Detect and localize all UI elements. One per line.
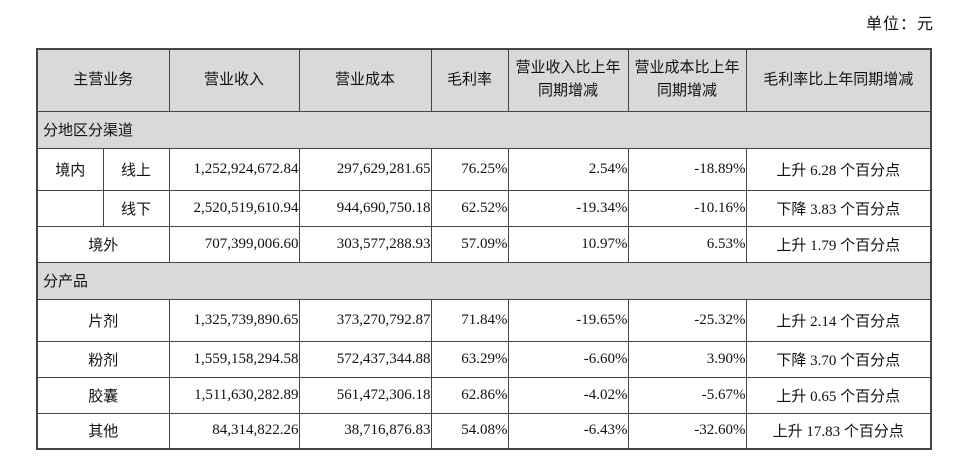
cell-cost-yoy: -32.60% (627, 412, 747, 450)
cell-cost-yoy: -10.16% (627, 189, 747, 227)
cell-margin: 76.25% (430, 147, 509, 191)
col-header-margin: 毛利率 (430, 48, 509, 112)
cell-cost-yoy: 6.53% (627, 225, 747, 263)
cell-margin-yoy: 上升 17.83 个百分点 (745, 412, 932, 450)
table-row-overseas: 境外 707,399,006.60 303,577,288.93 57.09% … (36, 225, 932, 263)
cell-cost: 373,270,792.87 (298, 298, 432, 342)
cell-cost: 38,716,876.83 (298, 412, 432, 450)
col-header-revenue-yoy: 营业收入比上年同期增减 (507, 48, 629, 112)
cell-revenue-yoy: 2.54% (507, 147, 629, 191)
cell-label: 境外 (36, 225, 170, 263)
section-row-product: 分产品 (36, 261, 932, 300)
cell-revenue: 707,399,006.60 (168, 225, 300, 263)
cell-margin: 71.84% (430, 298, 509, 342)
cell-cost-yoy: -5.67% (627, 376, 747, 414)
business-segments-table: 主营业务 营业收入 营业成本 毛利率 营业收入比上年同期增减 营业成本比上年同期… (36, 48, 933, 450)
cell-cost: 561,472,306.18 (298, 376, 432, 414)
table-row-domestic-online: 境内 线上 1,252,924,672.84 297,629,281.65 76… (36, 147, 932, 191)
table-row-tablets: 片剂 1,325,739,890.65 373,270,792.87 71.84… (36, 298, 932, 342)
cell-margin: 62.52% (430, 189, 509, 227)
cell-margin: 63.29% (430, 340, 509, 378)
cell-revenue-yoy: -4.02% (507, 376, 629, 414)
cell-margin: 62.86% (430, 376, 509, 414)
cell-margin-yoy: 上升 0.65 个百分点 (745, 376, 932, 414)
table-header-row: 主营业务 营业收入 营业成本 毛利率 营业收入比上年同期增减 营业成本比上年同期… (36, 48, 932, 112)
cell-cost: 303,577,288.93 (298, 225, 432, 263)
cell-revenue: 1,559,158,294.58 (168, 340, 300, 378)
cell-margin-yoy: 下降 3.70 个百分点 (745, 340, 932, 378)
cell-cost: 572,437,344.88 (298, 340, 432, 378)
cell-margin-yoy: 下降 3.83 个百分点 (745, 189, 932, 227)
col-header-cost-yoy: 营业成本比上年同期增减 (627, 48, 747, 112)
cell-channel: 线下 (102, 189, 170, 227)
cell-label: 其他 (36, 412, 170, 450)
cell-cost-yoy: 3.90% (627, 340, 747, 378)
cell-region: 境内 (36, 147, 104, 191)
cell-cost-yoy: -25.32% (627, 298, 747, 342)
table-row-domestic-offline: 线下 2,520,519,610.94 944,690,750.18 62.52… (36, 189, 932, 227)
cell-label: 粉剂 (36, 340, 170, 378)
cell-channel: 线上 (102, 147, 170, 191)
cell-revenue: 1,252,924,672.84 (168, 147, 300, 191)
cell-margin-yoy: 上升 6.28 个百分点 (745, 147, 932, 191)
unit-label: 单位：元 (865, 16, 934, 33)
table-row-capsules: 胶囊 1,511,630,282.89 561,472,306.18 62.86… (36, 376, 932, 414)
cell-margin: 57.09% (430, 225, 509, 263)
cell-revenue-yoy: -6.43% (507, 412, 629, 450)
cell-cost-yoy: -18.89% (627, 147, 747, 191)
cell-margin: 54.08% (430, 412, 509, 450)
cell-revenue: 1,325,739,890.65 (168, 298, 300, 342)
cell-cost: 297,629,281.65 (298, 147, 432, 191)
cell-revenue: 84,314,822.26 (168, 412, 300, 450)
cell-region (36, 189, 104, 227)
cell-label: 胶囊 (36, 376, 170, 414)
cell-label: 片剂 (36, 298, 170, 342)
section-title: 分地区分渠道 (36, 110, 932, 149)
col-header-business: 主营业务 (36, 48, 170, 112)
col-header-margin-yoy: 毛利率比上年同期增减 (745, 48, 932, 112)
cell-revenue-yoy: -19.65% (507, 298, 629, 342)
cell-revenue: 1,511,630,282.89 (168, 376, 300, 414)
cell-margin-yoy: 上升 2.14 个百分点 (745, 298, 932, 342)
section-title: 分产品 (36, 261, 932, 300)
cell-cost: 944,690,750.18 (298, 189, 432, 227)
cell-revenue: 2,520,519,610.94 (168, 189, 300, 227)
col-header-cost: 营业成本 (298, 48, 432, 112)
col-header-revenue: 营业收入 (168, 48, 300, 112)
table-row-others: 其他 84,314,822.26 38,716,876.83 54.08% -6… (36, 412, 932, 450)
table-row-powder: 粉剂 1,559,158,294.58 572,437,344.88 63.29… (36, 340, 932, 378)
cell-revenue-yoy: -19.34% (507, 189, 629, 227)
cell-revenue-yoy: 10.97% (507, 225, 629, 263)
cell-revenue-yoy: -6.60% (507, 340, 629, 378)
cell-margin-yoy: 上升 1.79 个百分点 (745, 225, 932, 263)
section-row-region-channel: 分地区分渠道 (36, 110, 932, 149)
